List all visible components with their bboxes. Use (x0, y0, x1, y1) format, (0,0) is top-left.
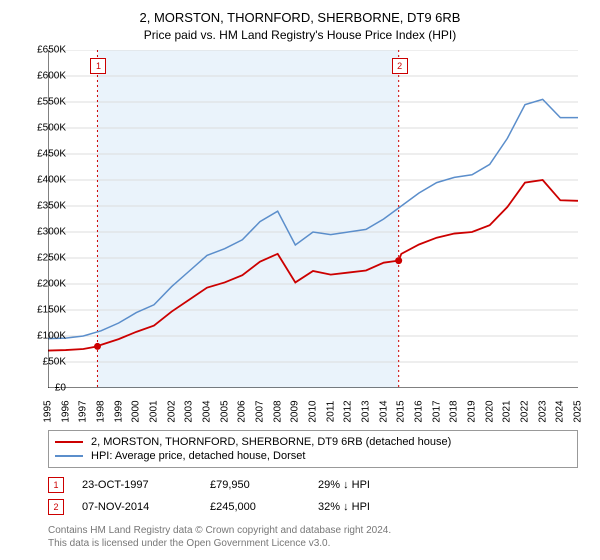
x-tick-label: 2015 (396, 400, 407, 422)
chart-subtitle: Price paid vs. HM Land Registry's House … (0, 25, 600, 42)
legend: 2, MORSTON, THORNFORD, SHERBORNE, DT9 6R… (48, 430, 578, 468)
x-tick-label: 2017 (431, 400, 442, 422)
x-tick-label: 1998 (96, 400, 107, 422)
x-tick-label: 2005 (219, 400, 230, 422)
y-tick-label: £50K (43, 357, 66, 368)
y-tick-label: £150K (37, 305, 66, 316)
y-tick-label: £400K (37, 175, 66, 186)
transaction-date: 07-NOV-2014 (82, 501, 192, 513)
x-tick-label: 2001 (149, 400, 160, 422)
transactions-table: 1 23-OCT-1997 £79,950 29% ↓ HPI 2 07-NOV… (48, 474, 578, 518)
x-tick-label: 2016 (414, 400, 425, 422)
x-tick-label: 2023 (537, 400, 548, 422)
x-tick-label: 2012 (343, 400, 354, 422)
table-row: 1 23-OCT-1997 £79,950 29% ↓ HPI (48, 474, 578, 496)
legend-item: 2, MORSTON, THORNFORD, SHERBORNE, DT9 6R… (55, 435, 571, 449)
x-tick-label: 1999 (113, 400, 124, 422)
x-tick-label: 2019 (467, 400, 478, 422)
y-tick-label: £350K (37, 201, 66, 212)
legend-label: 2, MORSTON, THORNFORD, SHERBORNE, DT9 6R… (91, 436, 451, 448)
transaction-marker-icon: 1 (48, 477, 64, 493)
chart-marker-flag: 1 (90, 58, 106, 74)
x-tick-label: 1996 (60, 400, 71, 422)
x-tick-label: 2024 (555, 400, 566, 422)
y-tick-label: £250K (37, 253, 66, 264)
legend-item: HPI: Average price, detached house, Dors… (55, 449, 571, 463)
x-tick-label: 2007 (255, 400, 266, 422)
x-tick-label: 2008 (272, 400, 283, 422)
chart-area (48, 50, 578, 388)
y-tick-label: £450K (37, 149, 66, 160)
legend-swatch (55, 441, 83, 443)
x-tick-label: 2021 (502, 400, 513, 422)
transaction-price: £245,000 (210, 501, 300, 513)
x-tick-label: 2000 (131, 400, 142, 422)
x-tick-label: 2006 (237, 400, 248, 422)
transaction-date: 23-OCT-1997 (82, 479, 192, 491)
x-tick-label: 2003 (184, 400, 195, 422)
y-tick-label: £300K (37, 227, 66, 238)
x-tick-label: 1997 (78, 400, 89, 422)
y-tick-label: £100K (37, 331, 66, 342)
y-tick-label: £200K (37, 279, 66, 290)
y-tick-label: £550K (37, 97, 66, 108)
y-tick-label: £600K (37, 71, 66, 82)
table-row: 2 07-NOV-2014 £245,000 32% ↓ HPI (48, 496, 578, 518)
legend-label: HPI: Average price, detached house, Dors… (91, 450, 305, 462)
chart-marker-flag: 2 (392, 58, 408, 74)
x-tick-label: 2009 (290, 400, 301, 422)
y-tick-label: £500K (37, 123, 66, 134)
transaction-price: £79,950 (210, 479, 300, 491)
transaction-marker-icon: 2 (48, 499, 64, 515)
legend-swatch (55, 455, 83, 457)
chart-title: 2, MORSTON, THORNFORD, SHERBORNE, DT9 6R… (0, 0, 600, 25)
attribution-line: Contains HM Land Registry data © Crown c… (48, 524, 578, 537)
x-tick-label: 2013 (361, 400, 372, 422)
transaction-delta: 29% ↓ HPI (318, 479, 428, 491)
x-tick-label: 2011 (325, 401, 336, 423)
attribution: Contains HM Land Registry data © Crown c… (48, 524, 578, 550)
x-tick-label: 2014 (378, 400, 389, 422)
transaction-delta: 32% ↓ HPI (318, 501, 428, 513)
y-tick-label: £650K (37, 45, 66, 56)
y-tick-label: £0 (55, 383, 66, 394)
x-tick-label: 2018 (449, 400, 460, 422)
x-tick-label: 2004 (202, 400, 213, 422)
x-tick-label: 2020 (484, 400, 495, 422)
x-tick-label: 2022 (520, 400, 531, 422)
x-tick-label: 2025 (573, 400, 584, 422)
x-tick-label: 1995 (43, 400, 54, 422)
x-tick-label: 2002 (166, 400, 177, 422)
figure-root: 2, MORSTON, THORNFORD, SHERBORNE, DT9 6R… (0, 0, 600, 560)
attribution-line: This data is licensed under the Open Gov… (48, 537, 578, 550)
chart-svg (48, 50, 578, 388)
x-tick-label: 2010 (308, 400, 319, 422)
